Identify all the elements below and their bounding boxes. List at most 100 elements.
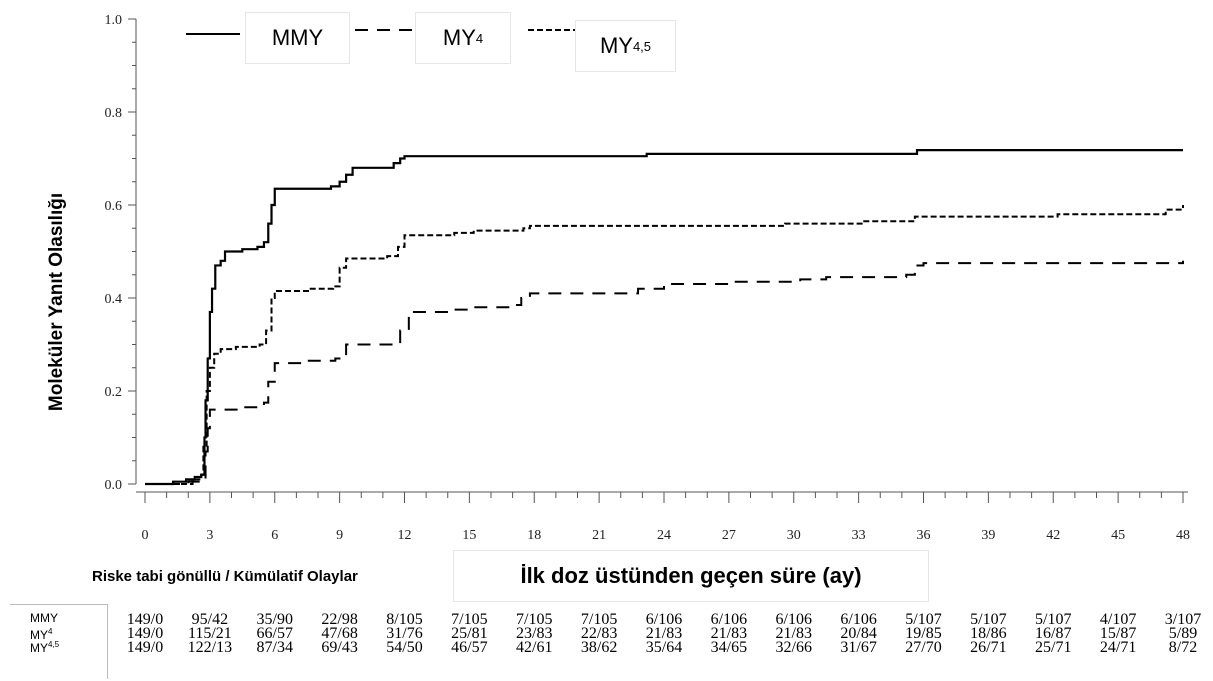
risk-cell: 23/83 xyxy=(516,625,553,642)
legend-label: MY xyxy=(599,33,633,58)
x-tick-label: 15 xyxy=(462,528,476,543)
risk-table-title: Riske tabi gönüllü / Kümülatif Olaylar xyxy=(92,568,358,585)
risk-cell: 31/67 xyxy=(840,639,877,656)
x-tick-label: 24 xyxy=(657,528,671,543)
legend-entry-my45: MY 4,5 xyxy=(575,20,676,72)
risk-cell: 5/107 xyxy=(905,611,942,628)
risk-cell: 149/0 xyxy=(126,611,164,628)
risk-cell: 87/34 xyxy=(256,639,293,656)
risk-row-name-sup: 4 xyxy=(48,627,53,636)
y-tick-label: 0.2 xyxy=(105,385,123,400)
risk-cell: 5/107 xyxy=(1035,611,1072,628)
y-tick-label: 0.8 xyxy=(105,106,123,121)
risk-cell: 20/84 xyxy=(840,625,877,642)
y-tick-label: 0.4 xyxy=(105,292,123,307)
risk-cell: 69/43 xyxy=(321,639,358,656)
risk-cell: 7/105 xyxy=(580,611,618,628)
risk-row-name-mmy: MMY xyxy=(30,612,107,625)
y-axis-label: Moleküler Yanıt Olasılığı xyxy=(46,193,67,411)
series-line-my45 xyxy=(145,205,1184,485)
risk-cell: 42/61 xyxy=(516,639,553,656)
legend-label: MMY xyxy=(271,25,324,50)
risk-cell: 3/107 xyxy=(1164,611,1202,628)
risk-cell: 22/83 xyxy=(580,625,618,642)
risk-cell: 15/87 xyxy=(1099,625,1137,642)
risk-cell: 4/107 xyxy=(1099,611,1137,628)
risk-cell: 34/65 xyxy=(710,639,748,656)
risk-cell: 35/64 xyxy=(645,639,683,656)
risk-row-name-my4: MY4 xyxy=(30,625,107,642)
x-axis-label-text: İlk doz üstünden geçen süre (ay) xyxy=(520,563,862,588)
risk-cell: 47/68 xyxy=(321,625,358,642)
risk-cell: 6/106 xyxy=(840,611,877,628)
x-tick-label: 27 xyxy=(722,528,736,543)
risk-cell: 26/71 xyxy=(970,639,1007,656)
risk-cell: 5/89 xyxy=(1168,625,1198,642)
x-tick-label: 45 xyxy=(1111,528,1125,543)
series-line-my4 xyxy=(145,260,1184,485)
risk-cell: 115/21 xyxy=(187,625,232,642)
x-tick-label: 36 xyxy=(917,528,931,543)
risk-cell: 122/13 xyxy=(187,639,233,656)
legend-entry-mmy: MMY xyxy=(245,12,350,64)
risk-row-name-sup: 4,5 xyxy=(48,640,60,649)
chart-series xyxy=(145,149,1184,486)
risk-cell: 22/98 xyxy=(321,611,358,628)
risk-cell: 21/83 xyxy=(645,625,683,642)
legend-label: MY xyxy=(442,25,476,50)
x-tick-label: 6 xyxy=(271,528,278,543)
risk-table-row-names: MMY MY4 MY4,5 xyxy=(10,604,108,679)
x-tick-label: 48 xyxy=(1176,528,1190,543)
risk-cell: 27/70 xyxy=(905,639,942,656)
risk-cell: 8/105 xyxy=(386,611,423,628)
y-tick-label: 1.0 xyxy=(105,13,123,28)
risk-cell: 24/71 xyxy=(1099,639,1137,656)
risk-cell: 7/105 xyxy=(451,611,488,628)
risk-cell: 54/50 xyxy=(386,639,423,656)
risk-cell: 95/42 xyxy=(191,611,229,628)
x-tick-label: 21 xyxy=(592,528,606,543)
risk-row-name-text: MMY xyxy=(30,611,58,625)
legend-label-sup: 4,5 xyxy=(632,38,652,54)
risk-cell: 16/87 xyxy=(1035,625,1072,642)
y-tick-label: 0.0 xyxy=(105,478,123,493)
risk-cell: 6/106 xyxy=(775,611,812,628)
x-axis-label: İlk doz üstünden geçen süre (ay) xyxy=(453,550,929,602)
y-tick-label: 0.6 xyxy=(105,199,123,214)
risk-cell: 21/83 xyxy=(775,625,812,642)
risk-row-name-text: MY xyxy=(30,628,48,642)
risk-cell: 18/86 xyxy=(970,625,1007,642)
chart-axes: 0.00.20.40.60.81.00 3 6 9 12 15 18 21 24 27 30 33 36… xyxy=(105,13,1191,543)
x-tick-label: 33 xyxy=(852,528,866,543)
risk-cell: 5/107 xyxy=(970,611,1007,628)
legend-entry-my4: MY 4 xyxy=(415,12,511,64)
risk-cell: 149/0 xyxy=(126,625,164,642)
risk-cell: 32/66 xyxy=(775,639,812,656)
risk-cell: 35/90 xyxy=(256,611,293,628)
risk-cell: 25/81 xyxy=(451,625,488,642)
risk-cell: 46/57 xyxy=(451,639,488,656)
x-tick-label: 18 xyxy=(527,528,541,543)
risk-row-name-my45: MY4,5 xyxy=(30,638,107,655)
series-line-mmy xyxy=(145,149,1183,486)
legend-label-sup: 4 xyxy=(475,30,484,46)
x-tick-label: 0 xyxy=(142,528,149,543)
x-tick-label: 30 xyxy=(787,528,801,543)
risk-cell: 6/106 xyxy=(645,611,683,628)
x-tick-label: 39 xyxy=(981,528,995,543)
risk-cell: 19/85 xyxy=(905,625,942,642)
x-tick-label: 3 xyxy=(206,528,213,543)
risk-cell: 38/62 xyxy=(580,639,618,656)
risk-row-name-text: MY xyxy=(30,641,48,655)
risk-cell: 66/57 xyxy=(256,625,293,642)
x-tick-label: 9 xyxy=(336,528,343,543)
risk-cell: 31/76 xyxy=(386,625,423,642)
risk-cell: 6/106 xyxy=(710,611,748,628)
risk-cell: 149/0 xyxy=(126,639,164,656)
legend-lines xyxy=(186,29,575,35)
risk-cell: 8/72 xyxy=(1168,639,1198,656)
x-tick-label: 12 xyxy=(398,528,412,543)
risk-cell: 21/83 xyxy=(710,625,748,642)
risk-cell: 25/71 xyxy=(1035,639,1072,656)
